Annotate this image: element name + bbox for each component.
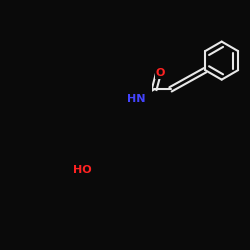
Text: HN: HN [127,94,145,104]
Text: HO: HO [73,165,91,175]
Text: O: O [155,68,165,78]
